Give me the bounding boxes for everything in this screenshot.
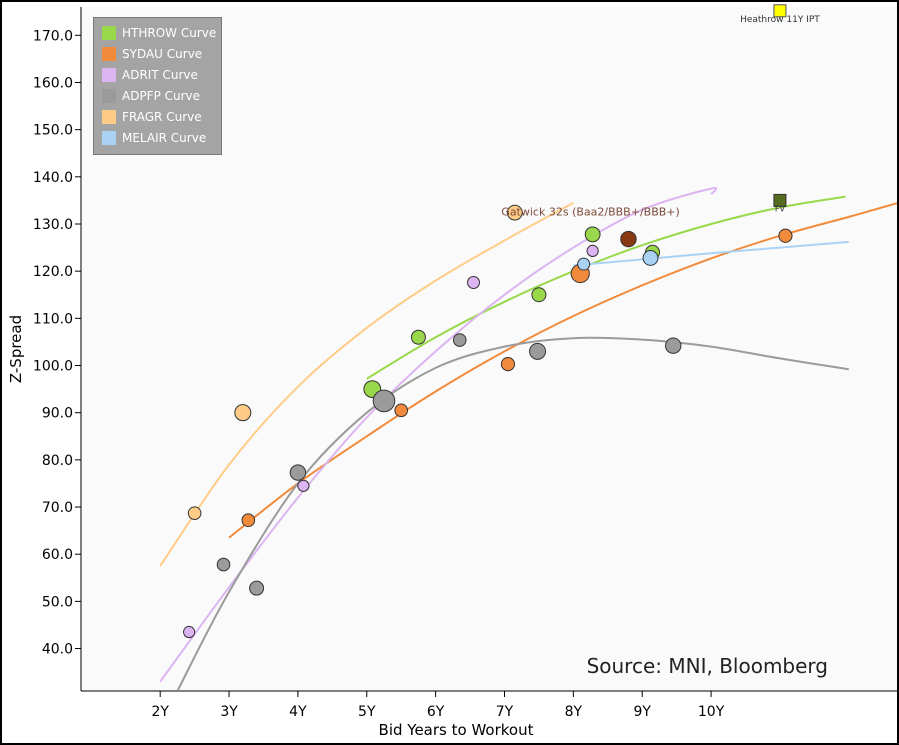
- y-tick-label: 100.0: [33, 359, 73, 375]
- legend-label: MELAIR Curve: [122, 131, 207, 145]
- data-point: [297, 479, 310, 492]
- legend-label: HTHROW Curve: [122, 26, 217, 40]
- data-point: [642, 250, 659, 266]
- series-curve-2: [159, 187, 718, 683]
- y-tick-label: 120.0: [33, 264, 73, 280]
- y-axis-title: Z-Spread: [7, 315, 25, 383]
- annotation-label: FV: [775, 205, 786, 214]
- data-point: [452, 333, 467, 347]
- y-tick-label: 170.0: [33, 28, 73, 44]
- data-point: [234, 404, 252, 422]
- x-tick-label: 10Y: [698, 704, 725, 720]
- y-tick-label: 140.0: [33, 170, 73, 186]
- legend-item: ADPFP Curve: [102, 88, 200, 104]
- legend: HTHROW Curve SYDAU Curve ADRIT Curve ADPFP …: [93, 17, 222, 155]
- x-axis-title: Bid Years to Workout: [379, 721, 534, 739]
- data-point: [467, 275, 481, 289]
- data-point: [665, 337, 682, 354]
- data-point: [531, 287, 547, 303]
- y-tick-label: 60.0: [42, 547, 73, 563]
- data-point: [289, 464, 307, 481]
- x-tick-label: 3Y: [220, 704, 238, 720]
- legend-item: MELAIR Curve: [102, 130, 206, 146]
- x-tick-label: 9Y: [633, 704, 651, 720]
- legend-swatch: [102, 26, 116, 40]
- data-point: [183, 625, 196, 639]
- data-point: [500, 356, 516, 372]
- x-tick-label: 2Y: [151, 704, 169, 720]
- x-tick-label: 5Y: [358, 704, 376, 720]
- data-point: [620, 230, 637, 248]
- annotation-label: Heathrow 11Y IPT: [740, 15, 820, 25]
- x-tick-label: 6Y: [427, 704, 445, 720]
- legend-swatch: [102, 131, 116, 145]
- data-point: [778, 228, 793, 243]
- legend-swatch: [102, 89, 116, 103]
- legend-swatch: [102, 47, 116, 61]
- y-tick-label: 130.0: [33, 217, 73, 233]
- y-tick-label: 80.0: [42, 453, 73, 469]
- annotation-label: Gatwick 32s (Baa2/BBB+/BBB+): [501, 206, 680, 219]
- legend-label: ADRIT Curve: [122, 68, 198, 82]
- legend-item: HTHROW Curve: [102, 25, 216, 41]
- data-point: [584, 226, 601, 243]
- legend-label: SYDAU Curve: [122, 47, 203, 61]
- data-point: [506, 204, 523, 221]
- series-curve-3: [176, 336, 849, 691]
- marker-square: [773, 193, 787, 207]
- data-point: [241, 513, 256, 528]
- legend-item: ADRIT Curve: [102, 67, 198, 83]
- data-point: [529, 342, 547, 360]
- source-note: Source: MNI, Bloomberg: [587, 654, 828, 678]
- y-tick-label: 40.0: [42, 642, 73, 658]
- data-point: [372, 389, 396, 413]
- legend-swatch: [102, 68, 116, 82]
- data-point: [394, 403, 409, 418]
- data-point: [577, 257, 591, 271]
- series-curve-5: [573, 240, 849, 267]
- y-tick-label: 90.0: [42, 406, 73, 422]
- data-point: [249, 580, 265, 596]
- x-tick-label: 4Y: [289, 704, 307, 720]
- data-point: [187, 506, 202, 520]
- series-curve-0: [366, 195, 846, 380]
- y-tick-label: 70.0: [42, 500, 73, 516]
- x-tick-label: 7Y: [496, 704, 514, 720]
- x-tick-label: 8Y: [565, 704, 583, 720]
- series-curve-4: [159, 201, 574, 567]
- data-point: [586, 244, 599, 257]
- marker-square: [773, 4, 787, 18]
- y-tick-label: 110.0: [33, 311, 73, 327]
- data-point: [410, 329, 426, 345]
- data-point: [216, 557, 231, 572]
- legend-label: FRAGR Curve: [122, 110, 202, 124]
- legend-item: FRAGR Curve: [102, 109, 202, 125]
- y-tick-label: 150.0: [33, 123, 73, 139]
- y-tick-label: 160.0: [33, 75, 73, 91]
- legend-swatch: [102, 110, 116, 124]
- legend-label: ADPFP Curve: [122, 89, 201, 103]
- y-tick-label: 50.0: [42, 594, 73, 610]
- legend-item: SYDAU Curve: [102, 46, 202, 62]
